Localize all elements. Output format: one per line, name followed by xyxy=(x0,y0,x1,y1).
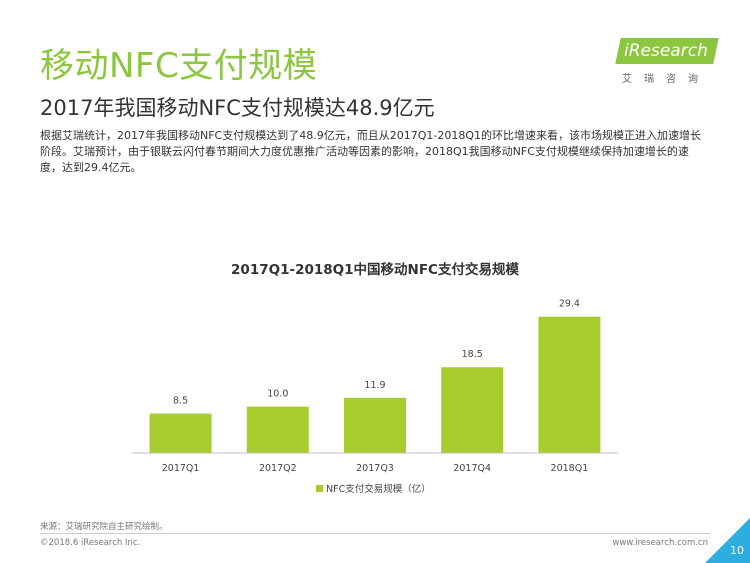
source-note: 来源：艾瑞研究院自主研究绘制。 xyxy=(40,522,168,532)
logo-wordmark: iResearch xyxy=(624,41,708,61)
x-tick-2017Q2: 2017Q2 xyxy=(259,463,297,474)
x-tick-2017Q4: 2017Q4 xyxy=(453,463,491,474)
x-tick-2018Q1: 2018Q1 xyxy=(551,463,589,474)
data-label-2018Q1: 29.4 xyxy=(559,299,580,310)
legend-swatch xyxy=(316,485,323,492)
x-tick-2017Q1: 2017Q1 xyxy=(162,463,200,474)
footer-divider xyxy=(40,533,710,534)
page-title: 移动NFC支付规模 xyxy=(40,46,318,86)
bar-2017Q1 xyxy=(149,413,212,453)
bar-2018Q1 xyxy=(538,316,601,453)
data-label-2017Q4: 18.5 xyxy=(462,349,483,360)
logo-chinese-name: 艾瑞咨询 xyxy=(622,74,710,85)
legend-label: NFC支付交易规模（亿） xyxy=(326,483,431,495)
page-subtitle: 2017年我国移动NFC支付规模达48.9亿元 xyxy=(40,96,435,120)
bar-2017Q2 xyxy=(246,406,309,453)
iresearch-logo: iResearch 艾瑞咨询 xyxy=(612,38,722,88)
bar-chart: 8.5 2017Q1 10.0 2017Q2 11.9 2017Q3 18.5 2017Q4 2… xyxy=(132,299,618,495)
page-number: 10 xyxy=(730,544,744,557)
bar-2017Q4 xyxy=(441,367,504,453)
x-tick-2017Q3: 2017Q3 xyxy=(356,463,394,474)
data-label-2017Q3: 11.9 xyxy=(364,380,385,391)
summary-paragraph: 根据艾瑞统计，2017年我国移动NFC支付规模达到了48.9亿元，而且从2017… xyxy=(40,129,701,174)
data-label-2017Q1: 8.5 xyxy=(173,396,188,407)
bar-2017Q3 xyxy=(344,397,406,453)
copyright-text: ©2018.6 iResearch Inc. xyxy=(40,538,141,548)
chart-title: 2017Q1-2018Q1中国移动NFC支付交易规模 xyxy=(231,262,519,278)
data-label-2017Q2: 10.0 xyxy=(267,389,288,400)
website-url: www.iresearch.com.cn xyxy=(612,538,708,548)
corner-triangle xyxy=(705,518,750,563)
